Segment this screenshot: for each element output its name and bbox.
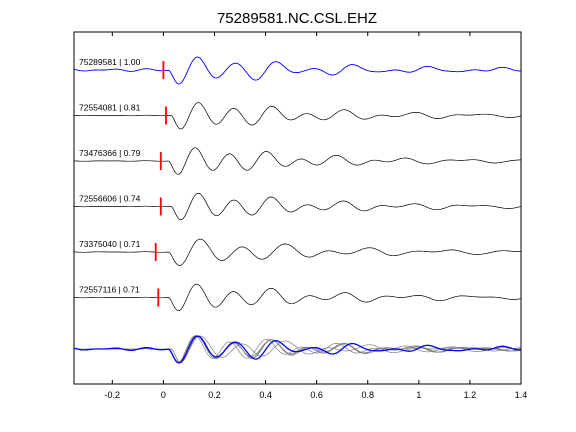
x-tick-label: 0.6 [310, 390, 323, 400]
trace-line [73, 283, 521, 312]
trace-label: 73375040 | 0.71 [79, 239, 141, 249]
trace-label: 72557116 | 0.71 [79, 285, 140, 295]
traces-layer [73, 56, 521, 312]
trace-line [74, 147, 521, 175]
trace-label: 72554081 | 0.81 [79, 103, 141, 113]
trace-label: 75289581 | 1.00 [79, 57, 141, 67]
overlay-reference-trace [73, 335, 521, 364]
x-tick-label: 0 [161, 390, 166, 400]
trace-line [74, 238, 521, 266]
x-tick-label: 0.8 [361, 390, 374, 400]
trace-label: 72556606 | 0.74 [79, 194, 141, 204]
trace-line [74, 192, 521, 221]
trace-line [73, 102, 521, 130]
trace-label: 73476366 | 0.79 [79, 148, 141, 158]
x-tick-label: -0.2 [105, 390, 121, 400]
x-tick-label: 1 [416, 390, 421, 400]
x-tick-label: 1.4 [515, 390, 528, 400]
trace-line [73, 56, 521, 85]
plot-area: 75289581 | 1.00 72554081 | 0.81 73476366 |… [73, 31, 528, 400]
x-axis: -0.2 0 0.2 0.4 0.6 0.8 1 1.2 1.4 [105, 32, 528, 400]
x-tick-label: 0.4 [259, 390, 272, 400]
chart-title: 75289581.NC.CSL.EHZ [217, 10, 377, 27]
labels-layer: 75289581 | 1.00 72554081 | 0.81 73476366 |… [79, 57, 141, 295]
x-tick-label: 1.2 [464, 390, 477, 400]
overlay-trace [73, 335, 521, 363]
x-tick-label: 0.2 [208, 390, 221, 400]
overlay-layer [73, 335, 521, 364]
picks-layer [154, 61, 167, 307]
axes-frame [73, 31, 522, 385]
